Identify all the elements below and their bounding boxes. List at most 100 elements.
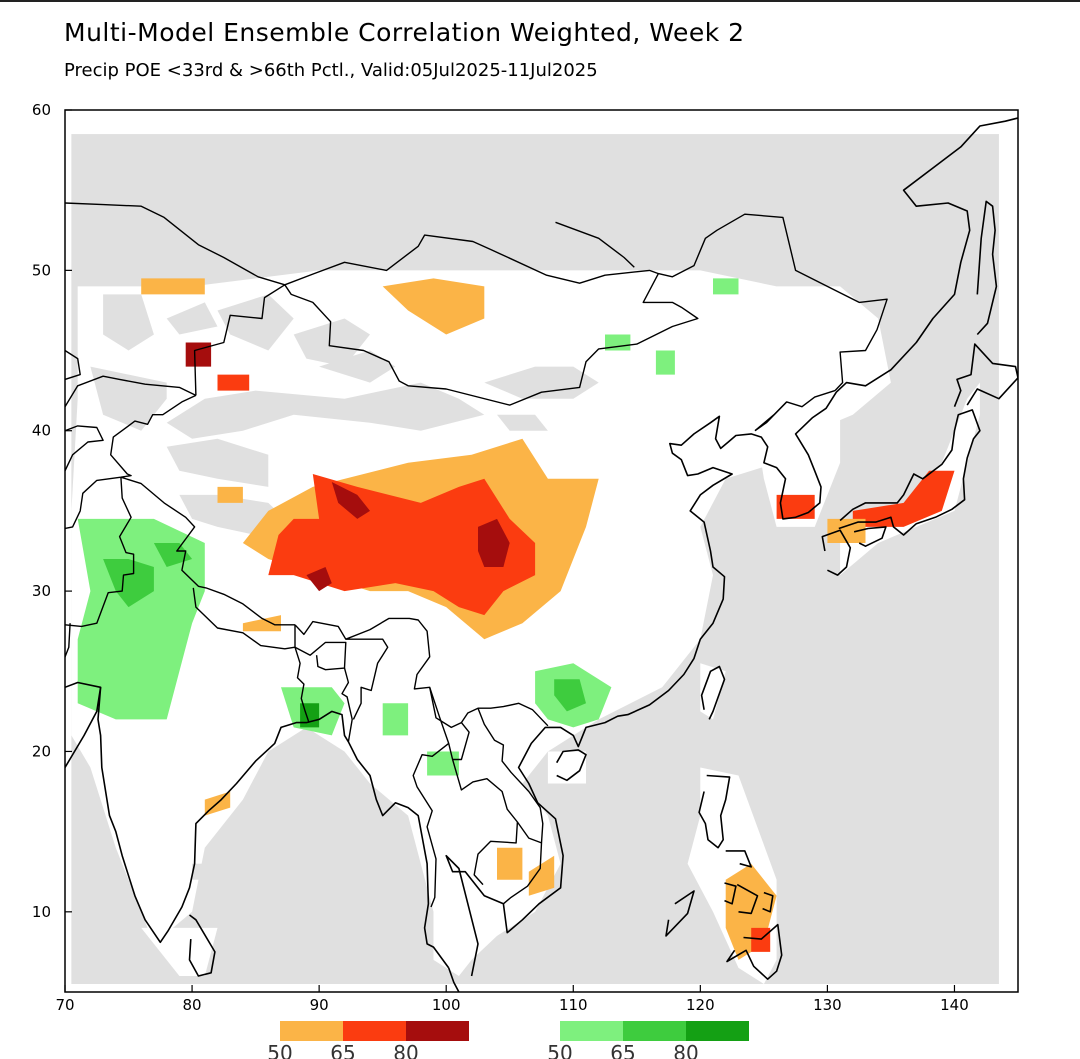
map-title: Multi-Model Ensemble Correlation Weighte… bbox=[64, 18, 745, 47]
x-tick-label-140: 140 bbox=[940, 996, 969, 1014]
grey-patch-layer bbox=[90, 294, 599, 880]
prob-region-above-50-28 bbox=[605, 334, 631, 351]
coastline-3 bbox=[700, 665, 726, 720]
prob-region-below-65-14 bbox=[751, 927, 771, 952]
grey-patch-6 bbox=[166, 438, 269, 487]
border-16 bbox=[477, 707, 544, 905]
border-3 bbox=[193, 284, 286, 396]
legend-below-swatch-65 bbox=[343, 1021, 406, 1041]
prob-region-below-65-1 bbox=[268, 474, 536, 616]
coastline-11 bbox=[698, 774, 731, 849]
legend-below-swatch-80 bbox=[406, 1021, 469, 1041]
grey-patch-12 bbox=[192, 863, 205, 880]
prob-region-below-50-17 bbox=[497, 847, 523, 880]
border-13 bbox=[429, 687, 519, 886]
border-22 bbox=[65, 425, 104, 472]
grey-patch-9 bbox=[319, 350, 396, 383]
grey-patch-2 bbox=[217, 294, 294, 351]
grey-patch-8 bbox=[484, 366, 599, 399]
coastline-6 bbox=[821, 529, 852, 576]
border-7 bbox=[294, 617, 549, 729]
prob-region-below-65-11 bbox=[852, 470, 955, 527]
legend-above-label-80: 80 bbox=[673, 1041, 698, 1059]
prob-region-below-65-6 bbox=[217, 374, 250, 391]
y-tick-label-50: 50 bbox=[32, 261, 51, 279]
border-5 bbox=[65, 375, 197, 408]
legend-above-label-50: 50 bbox=[547, 1041, 572, 1059]
x-tick-label-70: 70 bbox=[55, 996, 74, 1014]
border-10 bbox=[294, 646, 310, 723]
coastline-5 bbox=[188, 914, 216, 977]
border-9 bbox=[294, 641, 347, 671]
prob-region-below-50-5 bbox=[217, 486, 243, 503]
prob-region-above-50-26 bbox=[382, 703, 409, 736]
grey-patch-1 bbox=[166, 302, 218, 335]
coastline-layer bbox=[65, 117, 1018, 992]
legend-above-swatch-80 bbox=[686, 1021, 749, 1041]
legend-above-label-65: 65 bbox=[610, 1041, 635, 1059]
prob-region-above-50-27 bbox=[427, 751, 459, 776]
x-tick-label-80: 80 bbox=[183, 996, 202, 1014]
coastline-7 bbox=[838, 409, 981, 536]
border-17 bbox=[516, 821, 542, 844]
grey-patch-3 bbox=[293, 318, 370, 367]
prob-region-above-80-25 bbox=[300, 703, 320, 728]
prob-region-below-50-15 bbox=[242, 615, 281, 632]
land-mask-area-1 bbox=[751, 374, 841, 527]
x-tick-label-100: 100 bbox=[432, 996, 461, 1014]
coastline-8 bbox=[853, 526, 887, 548]
legend-above-swatch-65 bbox=[623, 1021, 686, 1041]
x-tick-label-110: 110 bbox=[559, 996, 588, 1014]
prob-region-above-50-30 bbox=[713, 278, 739, 295]
border-18 bbox=[65, 476, 121, 530]
border-15 bbox=[452, 722, 470, 761]
coastline-15 bbox=[762, 891, 774, 913]
prob-region-above-65-21 bbox=[153, 543, 193, 567]
coastline-18 bbox=[447, 967, 460, 992]
top-rule bbox=[0, 0, 1080, 2]
coastline-9 bbox=[953, 343, 1018, 407]
grey-patch-0 bbox=[103, 294, 154, 351]
legend: 50 65 80 50 65 80 bbox=[267, 1021, 749, 1059]
land-mask-area-2 bbox=[840, 382, 980, 576]
legend-above-swatch-50 bbox=[560, 1021, 623, 1041]
plot-frame bbox=[64, 109, 1019, 993]
land-mask-area-3 bbox=[700, 663, 726, 720]
prob-region-below-80-2 bbox=[331, 482, 370, 519]
legend-below-swatch-50 bbox=[280, 1021, 343, 1041]
coastline-10 bbox=[976, 200, 998, 336]
grey-patch-10 bbox=[497, 414, 548, 431]
border-23 bbox=[754, 401, 788, 432]
border-19 bbox=[65, 477, 135, 628]
prob-region-above-50-29 bbox=[655, 350, 675, 375]
map-subtitle: Precip POE <33rd & >66th Pctl., Valid:05… bbox=[64, 60, 598, 81]
coastline-0 bbox=[65, 681, 102, 768]
x-tick-label-130: 130 bbox=[813, 996, 842, 1014]
prob-region-above-65-23 bbox=[554, 679, 586, 712]
legend-below-label-65: 65 bbox=[330, 1041, 355, 1059]
coastline-16 bbox=[665, 890, 695, 937]
x-tick-label-90: 90 bbox=[310, 996, 329, 1014]
border-4 bbox=[109, 394, 197, 478]
legend-below-label-50: 50 bbox=[267, 1041, 292, 1059]
border-0 bbox=[65, 202, 699, 406]
border-11 bbox=[341, 667, 353, 742]
prob-region-below-80-8 bbox=[185, 342, 212, 367]
coastline-13 bbox=[736, 883, 759, 915]
y-tick-label-30: 30 bbox=[32, 582, 51, 600]
border-2 bbox=[754, 389, 836, 432]
border-1 bbox=[658, 213, 888, 392]
coastline-4 bbox=[556, 749, 587, 782]
axes-layer: 70 80 90 100 110 120 130 140 10 20 30 40 50 60 bbox=[32, 101, 969, 1014]
coastline-2 bbox=[445, 117, 1018, 977]
prob-region-below-80-3 bbox=[478, 518, 510, 567]
y-tick-label-60: 60 bbox=[32, 101, 51, 119]
y-tick-label-20: 20 bbox=[32, 742, 51, 760]
coastline-12 bbox=[725, 850, 753, 868]
prob-region-below-50-12 bbox=[827, 518, 866, 543]
border-8 bbox=[192, 587, 296, 650]
coastline-1 bbox=[97, 687, 450, 969]
prob-region-below-50-9 bbox=[141, 278, 205, 295]
grey-patch-5 bbox=[166, 382, 485, 439]
